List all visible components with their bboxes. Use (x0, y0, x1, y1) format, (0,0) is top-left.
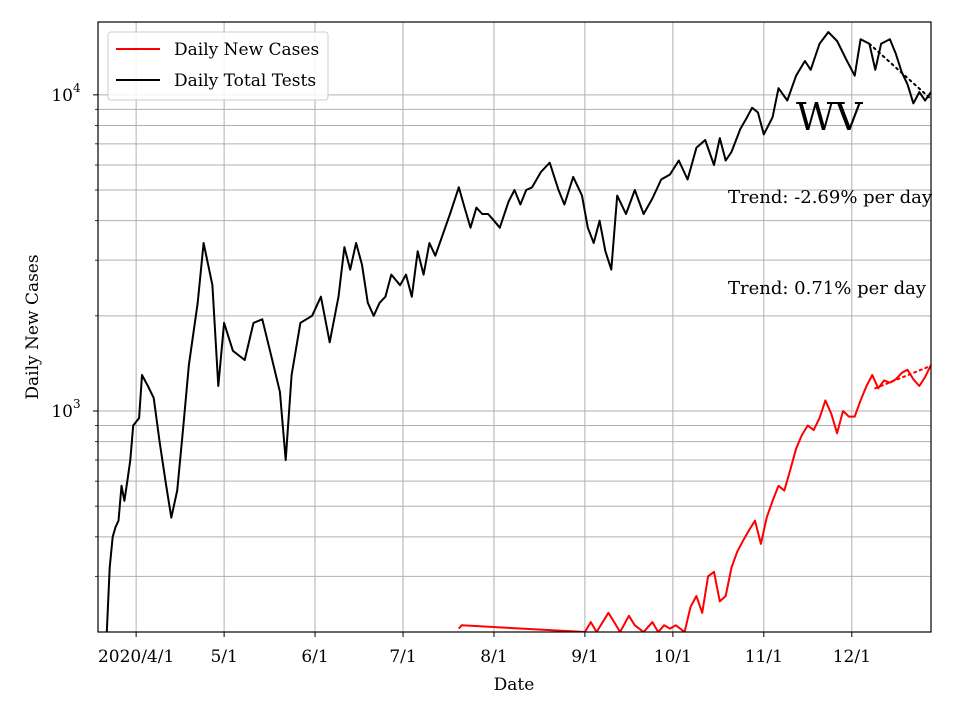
minor-grid (95, 108, 931, 577)
x-axis: 2020/4/1 5/1 6/1 7/1 8/1 9/1 10/1 11/1 12/1 (98, 632, 871, 667)
legend: Daily New Cases Daily Total Tests (107, 31, 329, 101)
x-tick-label: 6/1 (301, 647, 328, 667)
y-axis-label: Daily New Cases (23, 254, 43, 399)
y-axis: 103 104 (51, 81, 98, 422)
plot-frame (97, 21, 932, 633)
trend-line-daily-total-tests (868, 42, 931, 101)
series-line-daily-new-cases (458, 364, 931, 632)
y-tick-label: 104 (51, 81, 81, 106)
trend-line-daily-new-cases (874, 364, 931, 390)
series-line-daily-total-tests (105, 31, 931, 632)
legend-box (107, 31, 329, 101)
x-tick-label: 5/1 (210, 647, 237, 667)
x-tick-label: 11/1 (745, 647, 783, 667)
series-layer (105, 31, 931, 632)
state-annotation: WV (796, 95, 863, 139)
x-tick-label: 9/1 (571, 647, 598, 667)
x-tick-label: 12/1 (833, 647, 871, 667)
legend-label-tests: Daily Total Tests (174, 71, 316, 91)
tests-trend-annotation: Trend: -2.69% per day (728, 187, 933, 208)
x-tick-label: 8/1 (480, 647, 507, 667)
x-tick-label: 7/1 (389, 647, 416, 667)
x-axis-label: Date (494, 675, 535, 695)
x-tick-label: 2020/4/1 (98, 647, 174, 667)
cases-trend-annotation: Trend: 0.71% per day (728, 278, 927, 299)
x-tick-label: 10/1 (654, 647, 692, 667)
y-tick-label: 103 (51, 397, 80, 422)
legend-label-cases: Daily New Cases (174, 40, 319, 60)
